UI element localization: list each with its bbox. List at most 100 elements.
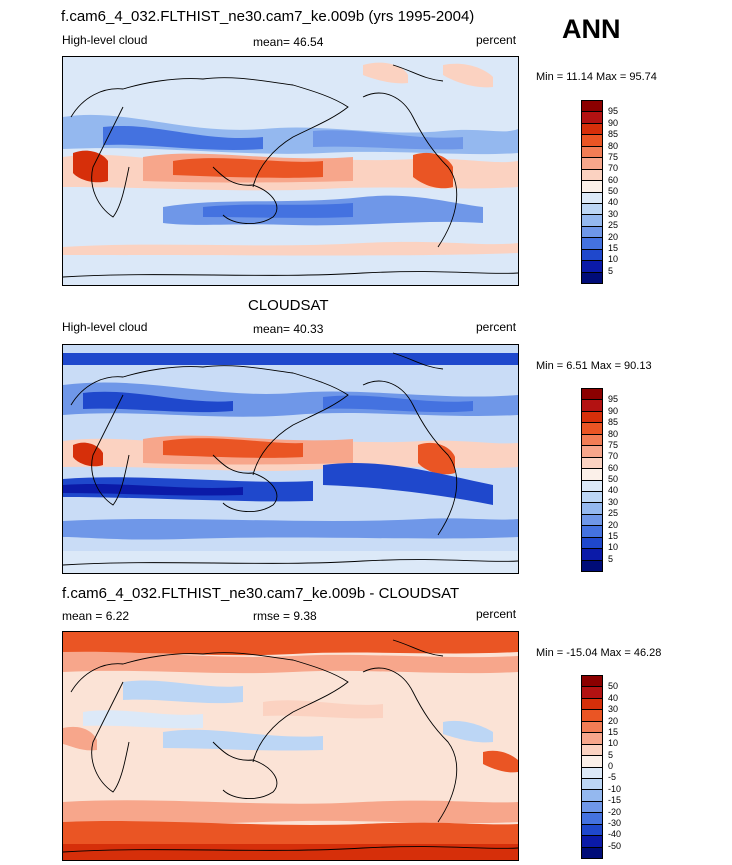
panel-1-title: f.cam6_4_032.FLTHIST_ne30.cam7_ke.009b (…	[61, 8, 475, 25]
colorbar-segment	[582, 503, 602, 515]
colorbar-segment	[582, 698, 602, 711]
colorbar-segment	[582, 123, 602, 136]
colorbar-segment	[582, 744, 602, 757]
colorbar-tick-label: -15	[608, 795, 622, 806]
panel-1-minmax: Min = 11.14 Max = 95.74	[536, 71, 657, 83]
colorbar-tick-label: 95	[608, 106, 619, 117]
colorbar-segment	[582, 514, 602, 527]
colorbar-tick-label: -20	[608, 806, 622, 817]
colorbar-tick-label: 15	[608, 242, 619, 253]
panel-3-colorbar	[581, 675, 603, 859]
panel-1-units-label: percent	[476, 33, 517, 47]
colorbar-tick-label: 15	[608, 530, 619, 541]
panel-2-title: CLOUDSAT	[248, 297, 329, 314]
colorbar-segment	[582, 457, 602, 470]
colorbar-segment	[582, 526, 602, 538]
colorbar-segment	[582, 192, 602, 204]
colorbar-segment	[582, 733, 602, 745]
colorbar-segment	[582, 767, 602, 779]
colorbar-tick-label: 0	[608, 761, 614, 771]
panel-2-units-label: percent	[476, 320, 517, 334]
panel-2-minmax: Min = 6.51 Max = 90.13	[536, 360, 652, 372]
colorbar-segment	[582, 790, 602, 802]
colorbar-tick-label: 70	[608, 163, 619, 174]
colorbar-tick-label: -10	[608, 783, 622, 794]
colorbar-tick-label: 90	[608, 117, 619, 128]
colorbar-tick-label: 5	[608, 553, 614, 564]
colorbar-segment	[582, 238, 602, 250]
colorbar-tick-label: 25	[608, 220, 619, 231]
colorbar-segment	[582, 261, 602, 273]
colorbar-segment	[582, 824, 602, 837]
colorbar-segment	[582, 446, 602, 458]
panel-2-variable-label: High-level cloud	[62, 320, 148, 334]
colorbar-segment	[582, 560, 602, 571]
colorbar-segment	[582, 400, 602, 412]
colorbar-segment	[582, 721, 602, 734]
colorbar-tick-label: 20	[608, 231, 619, 242]
panel-2-colorbar	[581, 388, 603, 572]
colorbar-tick-label: 5	[608, 749, 614, 760]
colorbar-tick-label: -50	[608, 840, 622, 851]
panel-3-map	[62, 631, 519, 861]
colorbar-segment	[582, 491, 602, 504]
colorbar-segment	[582, 272, 602, 283]
colorbar-segment	[582, 181, 602, 193]
colorbar-segment	[582, 249, 602, 262]
colorbar-segment	[582, 469, 602, 481]
colorbar-tick-label: 10	[608, 542, 619, 553]
colorbar-segment	[582, 434, 602, 447]
colorbar-tick-label: 30	[608, 496, 619, 507]
panel-3-mean-label: mean = 6.22	[62, 609, 130, 623]
colorbar-segment	[582, 480, 602, 492]
panel-2-map	[62, 344, 519, 574]
colorbar-segment	[582, 203, 602, 216]
colorbar-segment	[582, 756, 602, 768]
colorbar-segment	[582, 146, 602, 159]
colorbar-tick-label: 20	[608, 519, 619, 530]
colorbar-tick-label: 40	[608, 197, 619, 208]
panel-3-title: f.cam6_4_032.FLTHIST_ne30.cam7_ke.009b -…	[62, 585, 460, 602]
panel-1-map	[62, 56, 519, 286]
colorbar-tick-label: 10	[608, 254, 619, 265]
colorbar-segment	[582, 836, 602, 848]
colorbar-segment	[582, 215, 602, 227]
colorbar-segment	[582, 676, 602, 688]
colorbar-segment	[582, 226, 602, 239]
panel-3-units-label: percent	[476, 607, 517, 621]
colorbar-tick-label: 60	[608, 462, 619, 473]
colorbar-tick-label: -5	[608, 772, 617, 783]
panel-2-mean-label: mean= 40.33	[253, 322, 324, 336]
colorbar-segment	[582, 687, 602, 699]
colorbar-tick-label: 50	[608, 474, 619, 484]
colorbar-tick-label: 40	[608, 692, 619, 703]
colorbar-tick-label: -40	[608, 829, 622, 840]
colorbar-tick-label: 85	[608, 129, 619, 140]
colorbar-tick-label: 80	[608, 428, 619, 439]
colorbar-tick-label: 30	[608, 704, 619, 715]
colorbar-tick-label: 60	[608, 174, 619, 185]
colorbar-tick-label: 75	[608, 151, 619, 162]
colorbar-tick-label: 25	[608, 508, 619, 519]
colorbar-segment	[582, 112, 602, 124]
colorbar-tick-label: 85	[608, 417, 619, 428]
colorbar-segment	[582, 537, 602, 550]
colorbar-tick-label: 95	[608, 394, 619, 405]
colorbar-tick-label: 70	[608, 451, 619, 462]
panel-1-colorbar	[581, 100, 603, 284]
colorbar-tick-label: 50	[608, 186, 619, 196]
colorbar-tick-label: 10	[608, 738, 619, 749]
colorbar-segment	[582, 813, 602, 825]
colorbar-tick-label: 50	[608, 681, 619, 692]
colorbar-tick-label: 90	[608, 405, 619, 416]
colorbar-segment	[582, 169, 602, 182]
colorbar-segment	[582, 158, 602, 170]
colorbar-tick-label: -30	[608, 817, 622, 828]
colorbar-segment	[582, 135, 602, 147]
colorbar-tick-label: 5	[608, 265, 614, 276]
colorbar-segment	[582, 101, 602, 113]
season-label: ANN	[562, 14, 621, 44]
colorbar-segment	[582, 411, 602, 424]
panel-3-minmax: Min = -15.04 Max = 46.28	[536, 647, 662, 659]
panel-1-mean-label: mean= 46.54	[253, 35, 324, 49]
